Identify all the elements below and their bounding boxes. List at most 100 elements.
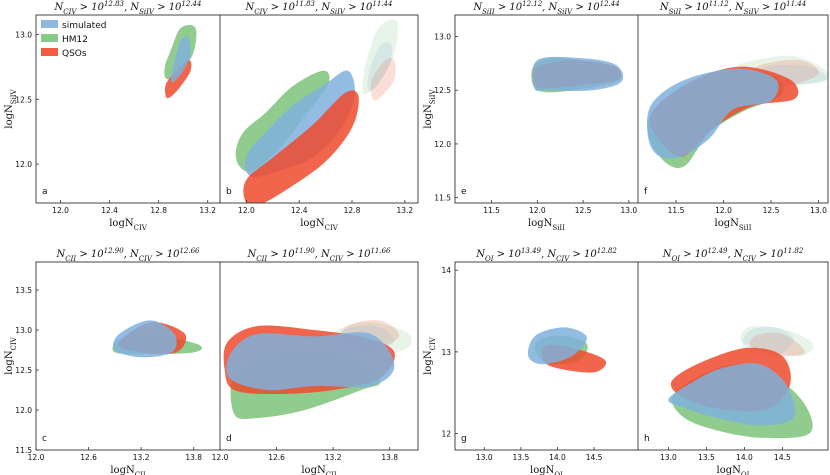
- legend-swatch-simulated: [41, 20, 58, 28]
- panel-d: NCII > 1011.90, NCIV > 1011.66 12.0 12.6 13…: [212, 247, 412, 475]
- panel-g-regions: [527, 327, 607, 373]
- contour-d-simulated-5: [226, 332, 395, 391]
- panel-f-xlabel: logNSiII: [715, 218, 752, 232]
- panel-f-regions: [646, 55, 828, 169]
- y-tick-label: 11.5: [15, 446, 32, 455]
- panel-d-x-ticks: 12.0 12.6 13.2 13.8: [212, 447, 398, 462]
- y-tick-label: 13.0: [15, 326, 32, 335]
- contour-a-simulated-2: [170, 36, 191, 83]
- panel-letter: e: [461, 187, 467, 197]
- x-tick-label: 12.0: [28, 453, 45, 462]
- y-tick-label: 14: [441, 266, 451, 275]
- panel-a-regions: [164, 24, 197, 99]
- x-tick-label: 13.0: [476, 453, 493, 462]
- x-tick-label: 13.5: [513, 453, 530, 462]
- panel-h-title: NOI > 1012.49, NCIV > 1011.82: [662, 247, 804, 263]
- legend-label-qsos: QSOs: [62, 49, 87, 59]
- panel-letter: g: [461, 434, 467, 444]
- legend-label-simulated: simulated: [62, 21, 106, 31]
- contour-a-qsos-1: [164, 60, 192, 99]
- contour-b-qsos-1: [370, 57, 396, 101]
- group-d-ylabel: logNCIV: [423, 336, 437, 374]
- panel-b-regions: [235, 19, 399, 203]
- panel-c-y-ticks: 13.5 13.0 12.5 12.0 11.5: [15, 286, 39, 455]
- panel-e-title: NSiII > 1012.12, NSiIV > 1012.44: [472, 0, 619, 16]
- contour-b-simulated-2: [367, 42, 393, 91]
- y-tick-label: 12.5: [15, 366, 32, 375]
- y-tick-label: 13.0: [434, 32, 451, 41]
- panel-g-title: NOI > 1013.49, NCIV > 1012.82: [475, 247, 617, 263]
- panel-letter: b: [226, 187, 232, 197]
- x-tick-label: 11.5: [668, 206, 685, 215]
- y-tick-label: 12.0: [434, 140, 451, 149]
- panel-c-regions: [112, 320, 203, 358]
- y-tick-label: 13.5: [15, 286, 32, 295]
- panel-frame: [35, 261, 419, 451]
- x-tick-label: 12.0: [529, 206, 546, 215]
- x-tick-label: 12.8: [150, 206, 167, 215]
- y-tick-label: 12: [441, 430, 451, 439]
- panel-h: NOI > 1012.49, NCIV > 1011.82 13.0 13.5 14.…: [644, 247, 814, 475]
- x-tick-label: 13.0: [620, 206, 637, 215]
- x-tick-label: 13.8: [381, 453, 398, 462]
- panel-f: NSiII > 1011.12, NSiIV > 1011.44 11.5 12.0…: [644, 0, 828, 232]
- panel-d-y-ticks: 14 13 12: [441, 266, 458, 439]
- contour-h-simulated-5: [668, 363, 796, 426]
- x-tick-label: 14.0: [549, 453, 566, 462]
- contour-e-simulated-2: [532, 56, 624, 91]
- panel-letter: h: [644, 434, 650, 444]
- y-tick-label: 12.0: [15, 160, 32, 169]
- panel-b-title: NCIV > 1011.83, NSiIV > 1011.44: [245, 0, 393, 16]
- panel-d-xlabel: logNCII: [301, 465, 336, 475]
- x-tick-label: 13.5: [698, 453, 715, 462]
- x-tick-label: 14.0: [736, 453, 753, 462]
- x-tick-label: 12.8: [344, 206, 361, 215]
- panel-group-b: NSiII > 1012.12, NSiIV > 1012.44 11.5 12.0…: [423, 0, 829, 232]
- x-tick-label: 12.0: [715, 206, 732, 215]
- panel-g-xlabel: logNOI: [530, 465, 563, 475]
- contour-g-simulated-2: [527, 327, 587, 365]
- panel-b-x-ticks: 12.0 12.4 12.8 13.2: [238, 200, 413, 215]
- panel-d-regions: [223, 319, 412, 420]
- panel-letter: c: [42, 434, 47, 444]
- panel-e-x-ticks: 11.5 12.0 12.5 13.0: [483, 200, 637, 215]
- panel-b-y-ticks: 13.0 12.5 12.0 11.5: [434, 32, 458, 203]
- panel-h-regions: [668, 326, 814, 439]
- x-tick-label: 13.0: [810, 206, 827, 215]
- panel-d-title: NCII > 1011.90, NCIV > 1011.66: [247, 247, 392, 263]
- x-tick-label: 12.5: [763, 206, 780, 215]
- x-tick-label: 13.8: [185, 453, 202, 462]
- x-tick-label: 12.0: [212, 453, 229, 462]
- panel-c: NCII > 1012.90, NCIV > 1012.66 12.0 12.6 13…: [15, 247, 202, 475]
- panel-frame: [454, 14, 829, 204]
- x-tick-label: 12.6: [80, 453, 97, 462]
- legend-swatch-hm12: [41, 34, 58, 42]
- contour-f-simulated-5: [646, 68, 779, 159]
- panel-f-title: NSiII > 1011.12, NSiIV > 1011.44: [659, 0, 806, 16]
- panel-letter: a: [42, 187, 48, 197]
- x-tick-label: 12.5: [575, 206, 592, 215]
- contour-b-qsos-5: [243, 90, 359, 203]
- x-tick-label: 13.2: [396, 206, 413, 215]
- panel-c-xlabel: logNCII: [110, 465, 145, 475]
- legend-label-hm12: HM12: [62, 35, 88, 45]
- x-tick-label: 12.4: [101, 206, 118, 215]
- x-tick-label: 14.5: [774, 453, 791, 462]
- panel-a-x-ticks: 12.0 12.4 12.8 13.2: [52, 200, 216, 215]
- contour-b-simulated-4: [244, 70, 356, 178]
- panel-e: NSiII > 1012.12, NSiIV > 1012.44 11.5 12.0…: [434, 0, 637, 232]
- panel-e-xlabel: logNSiII: [528, 218, 565, 232]
- group-b-ylabel: logNSiIV: [423, 88, 437, 128]
- panel-c-title: NCII > 1012.90, NCIV > 1012.66: [56, 247, 201, 263]
- panel-h-x-ticks: 13.0 13.5 14.0 14.5: [660, 447, 791, 462]
- panel-a-y-ticks: 13.0 12.5 12.0: [15, 30, 39, 169]
- group-a-ylabel: logNSiIV: [4, 88, 18, 128]
- x-tick-label: 11.5: [483, 206, 500, 215]
- panel-a-xlabel: logNCIV: [109, 218, 147, 232]
- panel-g-x-ticks: 13.0 13.5 14.0 14.5: [476, 447, 603, 462]
- panel-frame: [35, 14, 419, 204]
